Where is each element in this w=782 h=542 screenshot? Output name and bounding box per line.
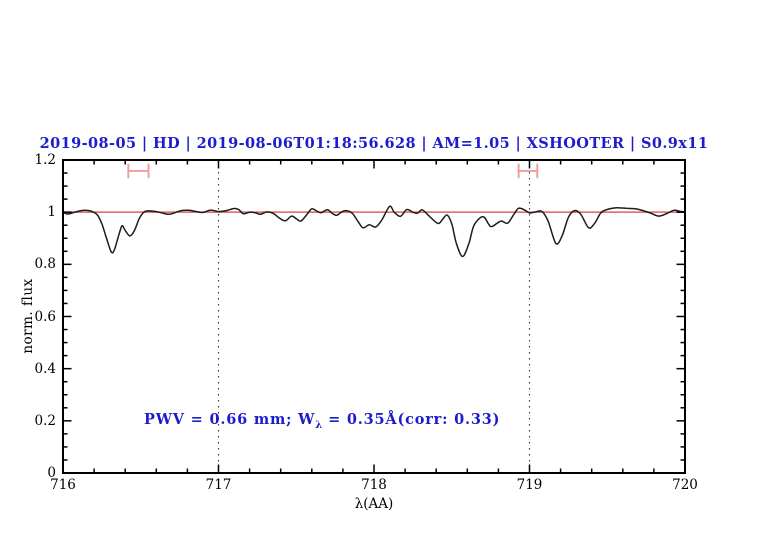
x-tick-label: 719 (516, 477, 543, 493)
pwv-annotation-part2: = 0.35Å(corr: 0.33) (322, 411, 501, 428)
y-tick-label: 1.2 (34, 152, 56, 168)
x-axis-label: λ(AA) (354, 496, 394, 512)
pwv-annotation-part1: PWV = 0.66 mm; W (144, 411, 316, 428)
y-tick-label: 0.4 (34, 360, 56, 377)
pwv-annotation: PWV = 0.66 mm; Wλ = 0.35Å(corr: 0.33) (144, 411, 500, 431)
plot-header: 2019-08-05 | HD | 2019-08-06T01:18:56.62… (39, 135, 709, 152)
pwv-annotation-lambda: λ (315, 419, 323, 431)
y-tick-label: 0.6 (34, 308, 56, 325)
x-tick-label: 717 (205, 477, 232, 493)
y-tick-label: 0.8 (34, 256, 56, 273)
y-tick-label: 0.2 (34, 412, 56, 429)
x-tick-label: 720 (672, 477, 698, 493)
y-tick-label: 1 (47, 204, 56, 221)
x-tick-label: 716 (50, 477, 76, 493)
y-tick-label: 0 (47, 465, 56, 481)
x-tick-label: 718 (361, 477, 387, 493)
